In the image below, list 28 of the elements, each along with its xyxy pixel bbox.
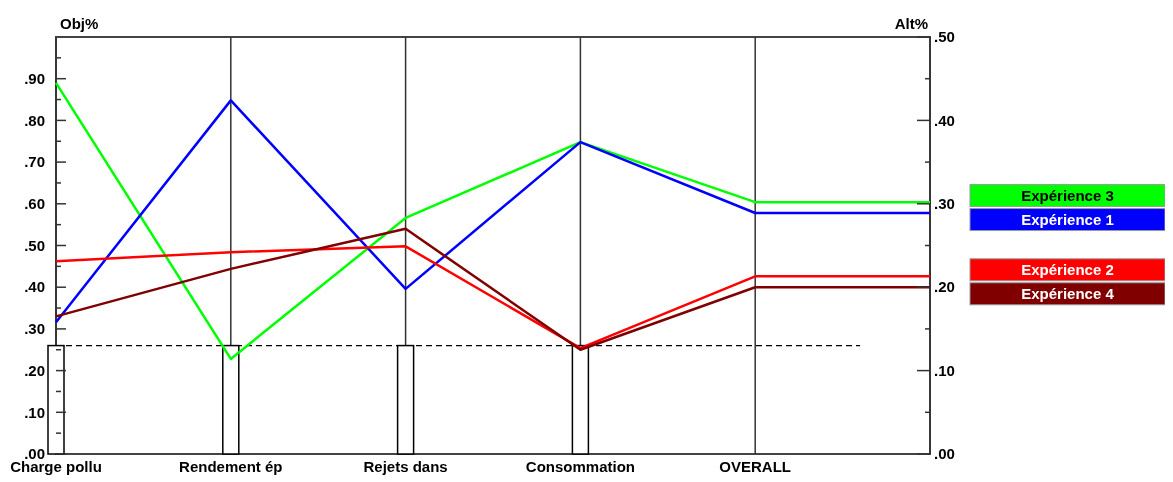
line-series	[54, 99, 932, 324]
text: Expérience 1	[1021, 210, 1114, 228]
y-axis-title: Obj%	[60, 15, 99, 32]
x-tick-label: OVERALL	[719, 458, 792, 475]
y2-tick-label: .40	[934, 111, 955, 129]
y-tick-label: .80	[24, 111, 45, 129]
x-tick-label: Rejets dans	[363, 458, 448, 475]
line-series	[54, 245, 932, 350]
y-tick-label: .30	[24, 320, 45, 338]
y2-tick-label: .30	[934, 195, 955, 213]
y-tick-label: .50	[24, 236, 45, 254]
x-tick-label: Consommation	[525, 458, 635, 475]
y-tick-label: .20	[24, 361, 45, 379]
y2-tick-label: .10	[934, 361, 955, 379]
y-tick-label: .90	[24, 69, 45, 87]
text: Expérience 2	[1021, 261, 1114, 279]
x-tick-label: Rendement ép	[179, 458, 283, 475]
y2-tick-label: .50	[934, 28, 955, 46]
y-tick-label: .10	[24, 403, 45, 421]
y-tick-label: .70	[24, 153, 45, 171]
y2-tick-label: .00	[934, 445, 955, 463]
y-tick-label: .40	[24, 278, 45, 296]
text: Expérience 3	[1021, 186, 1114, 204]
text: Expérience 4	[1021, 285, 1115, 303]
y2-axis-title: Alt%	[894, 15, 928, 32]
y-tick-label: .60	[24, 195, 45, 213]
y2-tick-label: .20	[934, 278, 955, 296]
line-series	[54, 81, 932, 361]
